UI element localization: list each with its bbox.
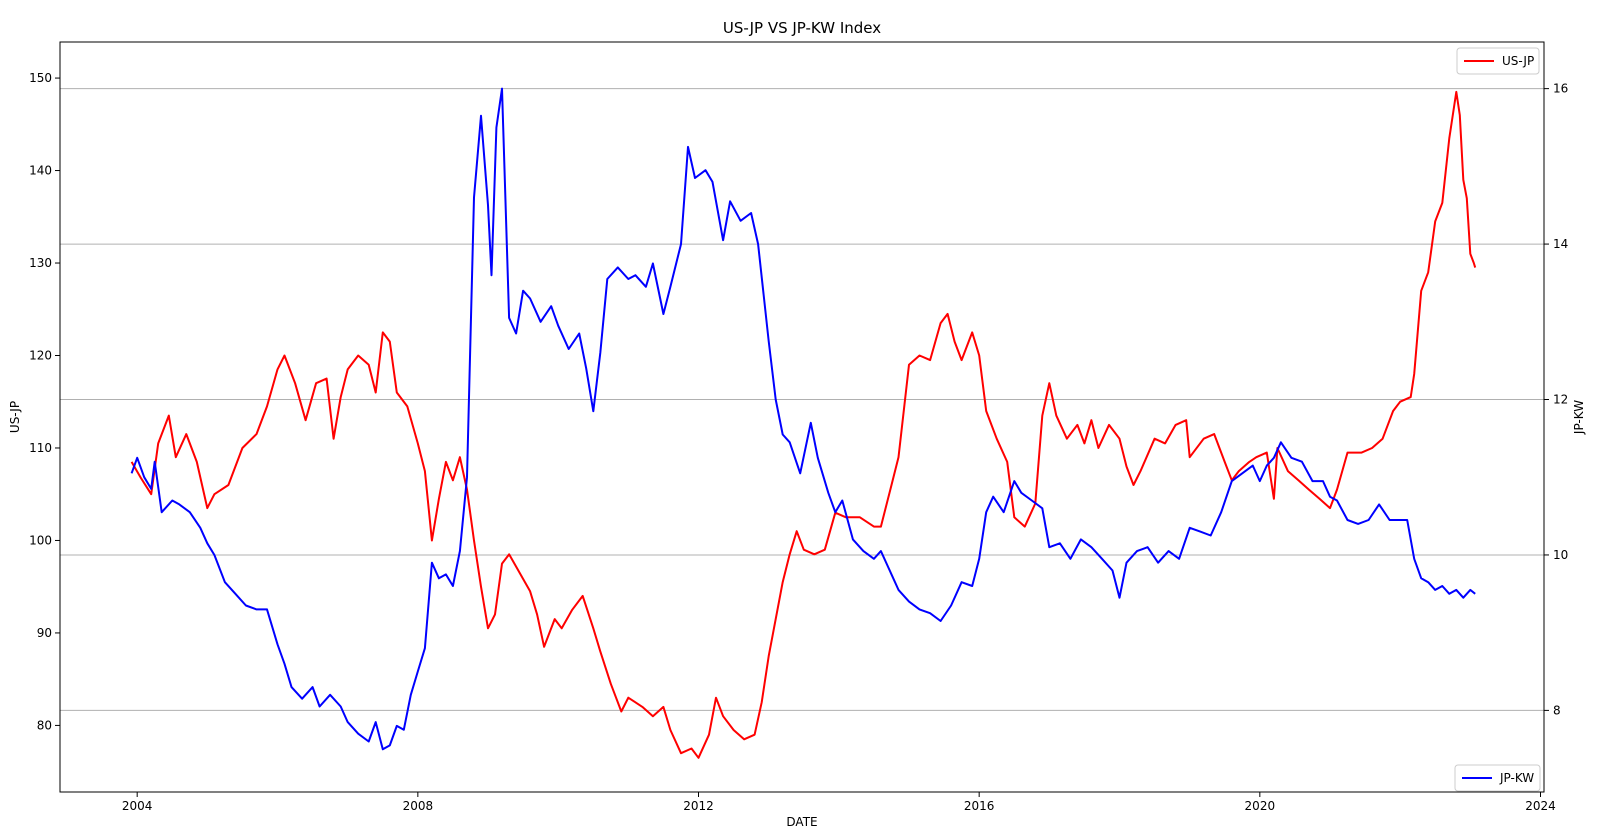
y-right-tick-label-8: 8: [1553, 703, 1561, 717]
y-right-tick-label-10: 10: [1553, 548, 1568, 562]
y-left-tick-label-120: 120: [29, 349, 52, 363]
plot-area-background: [60, 42, 1544, 792]
series-line-us-jp: [130, 90, 1477, 759]
x-tick-label-2012: 2012: [683, 799, 714, 813]
y-left-tick-label-100: 100: [29, 533, 52, 547]
y-axis-right: 8 10 12 14 16: [1544, 82, 1568, 717]
grid: [60, 88, 1544, 711]
y-axis-left: 80 90 100 110 120 130 140 150: [29, 71, 60, 732]
y-left-tick-label-80: 80: [37, 718, 52, 732]
legend-jp-kw-box: [1454, 764, 1541, 792]
y-right-tick-label-16: 16: [1553, 82, 1568, 96]
y-left-tick-label-150: 150: [29, 71, 52, 85]
x-tick-label-2020: 2020: [1245, 799, 1276, 813]
y-right-tick-label-14: 14: [1553, 237, 1568, 251]
x-tick-label-2004: 2004: [122, 799, 153, 813]
x-tick-label-2008: 2008: [403, 799, 434, 813]
legend-us-jp-box: [1456, 47, 1540, 75]
series-lines: [130, 87, 1477, 759]
legend-jp-kw-label: JP-KW: [1499, 771, 1534, 785]
y-right-tick-label-12: 12: [1553, 393, 1568, 407]
legend-jp-kw: JP-KW: [1454, 764, 1541, 792]
y-axis-left-label: US-JP: [8, 401, 22, 433]
x-tick-label-2024: 2024: [1525, 799, 1556, 813]
y-left-tick-label-110: 110: [29, 441, 52, 455]
y-left-tick-label-90: 90: [37, 626, 52, 640]
legend-us-jp-label: US-JP: [1502, 54, 1534, 68]
x-axis: 2004 2008 2012 2016 2020 2024: [122, 792, 1556, 813]
y-axis-right-label: JP-KW: [1572, 400, 1586, 435]
legend-us-jp: US-JP: [1456, 47, 1540, 75]
y-left-tick-label-140: 140: [29, 164, 52, 178]
y-left-tick-label-130: 130: [29, 256, 52, 270]
x-tick-label-2016: 2016: [964, 799, 995, 813]
plot-frame: [59, 41, 1545, 793]
series-line-jp-kw: [130, 87, 1476, 751]
x-axis-label: DATE: [786, 815, 817, 829]
chart-title: US-JP VS JP-KW Index: [723, 19, 881, 37]
